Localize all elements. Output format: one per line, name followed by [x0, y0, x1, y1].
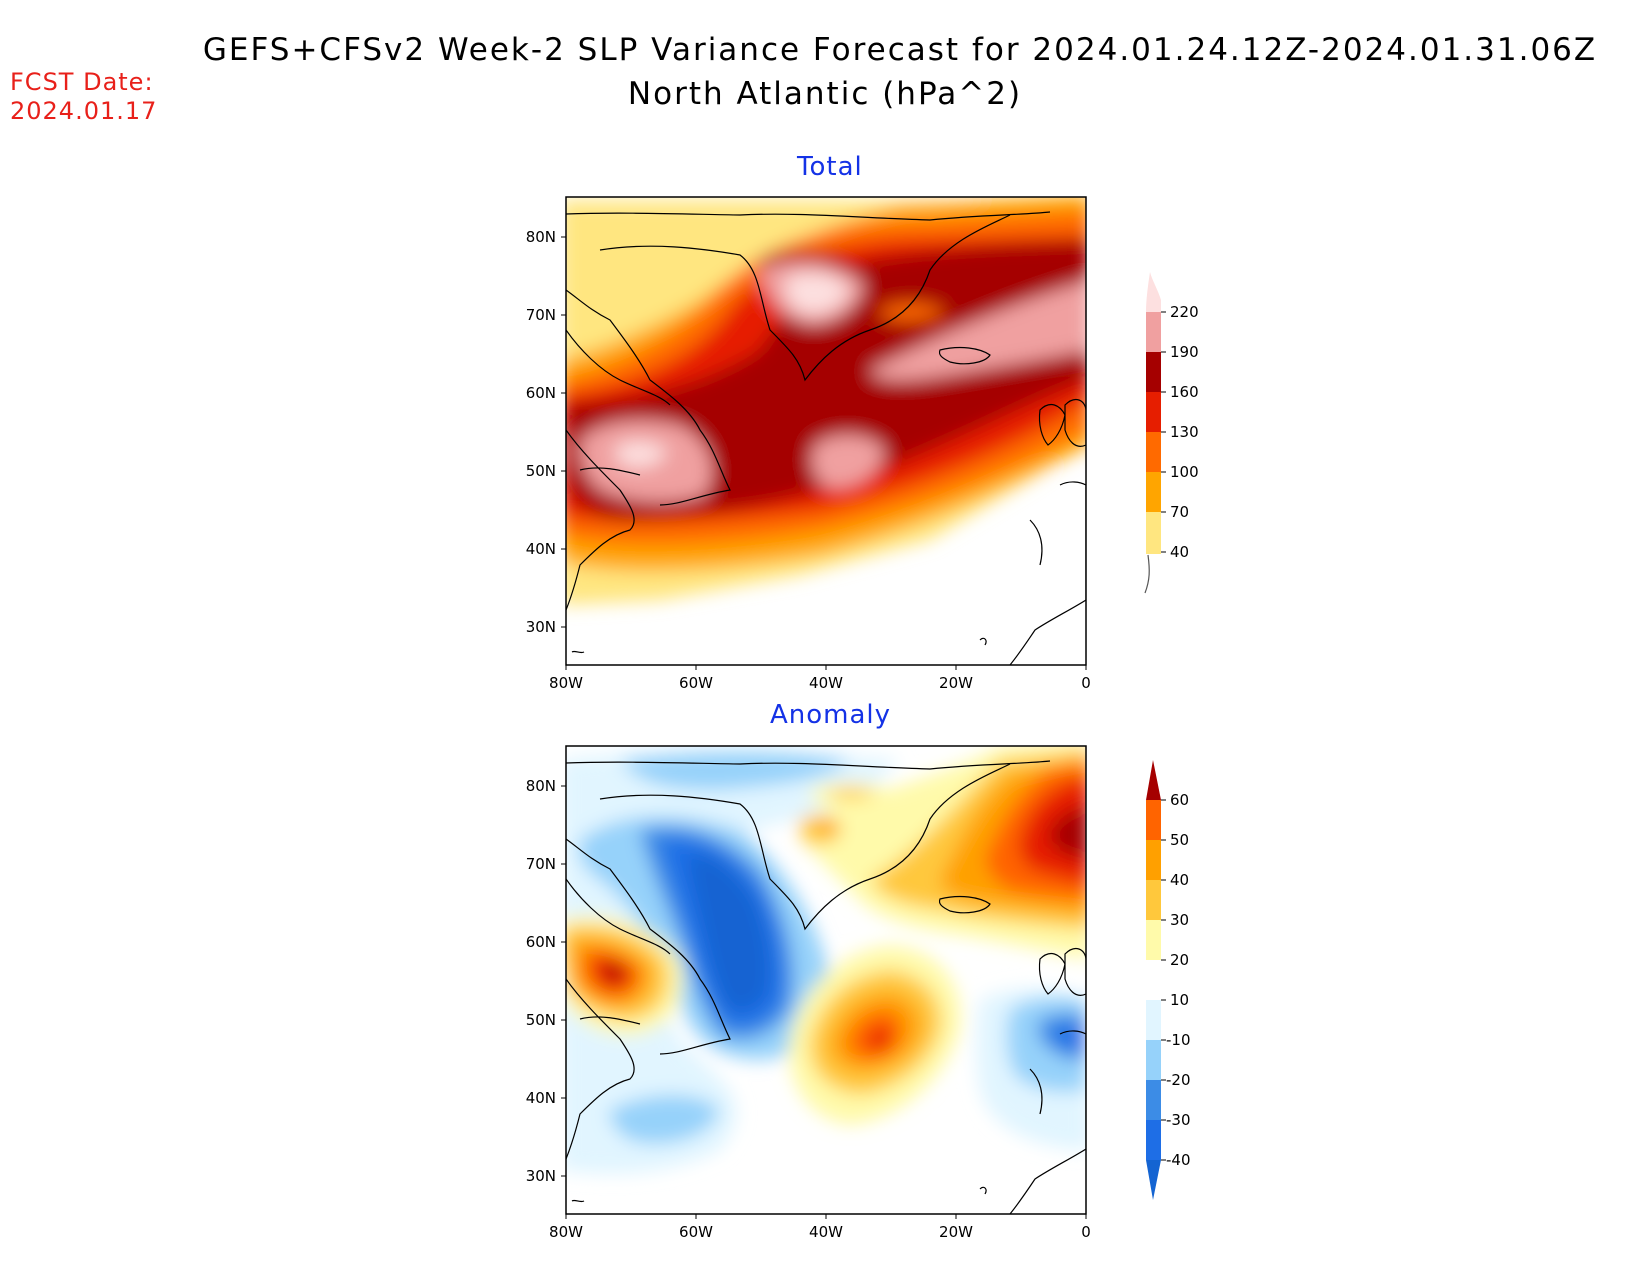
colorbar-level: 40: [1170, 871, 1189, 889]
colorbar-swatch: [1146, 272, 1161, 312]
lon-tick-label: 40W: [809, 674, 843, 692]
colorbar-swatch: [1146, 472, 1161, 512]
lon-tick-label: 20W: [939, 674, 973, 692]
coastlines-anomaly: [566, 760, 1086, 1214]
colorbar-swatch: [1146, 1040, 1161, 1080]
colorbar-level: 160: [1170, 383, 1199, 401]
colorbar-level: -40: [1166, 1151, 1191, 1169]
colorbar-level: 50: [1170, 831, 1189, 849]
lon-tick-label: 60W: [679, 674, 713, 692]
lat-tick-label: 50N: [526, 1011, 556, 1029]
colorbar-level: -30: [1166, 1111, 1191, 1129]
colorbar-level: 30: [1170, 911, 1189, 929]
lon-tick-label: 60W: [679, 1223, 713, 1241]
colorbar-swatch: [1146, 880, 1161, 920]
chart-subtitle: North Atlantic (hPa^2): [627, 76, 1023, 112]
lat-tick-label: 70N: [526, 855, 556, 873]
total-lon-labels: 80W 60W 40W 20W 0: [549, 674, 1091, 692]
lon-tick-label: 0: [1081, 674, 1091, 692]
colorbar-level: 190: [1170, 343, 1199, 361]
colorbar-swatch: [1146, 512, 1161, 554]
lat-tick-label: 30N: [526, 618, 556, 636]
anomaly-axis-ticks: [561, 785, 1087, 1219]
colorbar-swatch: [1146, 920, 1161, 960]
colorbar-swatch: [1146, 840, 1161, 880]
anomaly-variance-field: [566, 746, 1086, 1214]
colorbar-swatch: [1146, 1000, 1161, 1040]
lat-tick-label: 40N: [526, 540, 556, 558]
anomaly-lat-labels: 80N 70N 60N 50N 40N 30N: [526, 777, 556, 1185]
lon-tick-label: 80W: [549, 674, 583, 692]
chart-title: GEFS+CFSv2 Week-2 SLP Variance Forecast …: [202, 32, 1598, 68]
colorbar-swatch: [1146, 1160, 1161, 1200]
colorbar-swatch: [1146, 760, 1161, 800]
lon-tick-label: 20W: [939, 1223, 973, 1241]
lon-tick-label: 40W: [809, 1223, 843, 1241]
total-lat-labels: 80N 70N 60N 50N 40N 30N: [526, 228, 556, 636]
colorbar-swatch: [1146, 1080, 1161, 1120]
anomaly-colorbar: -40 -30 -20 -10 10 20 30 40 50 60: [1146, 760, 1191, 1200]
lat-tick-label: 60N: [526, 384, 556, 402]
colorbar-swatch: [1146, 312, 1161, 352]
colorbar-level: -20: [1166, 1071, 1191, 1089]
total-colorbar: 40 70 100 130 160 190 220: [1144, 272, 1199, 594]
forecast-date-label: FCST Date:: [10, 68, 154, 96]
colorbar-level: 60: [1170, 791, 1189, 809]
colorbar-swatch: [1146, 432, 1161, 472]
total-axis-ticks: [561, 236, 1087, 670]
anomaly-lon-labels: 80W 60W 40W 20W 0: [549, 1223, 1091, 1241]
lat-tick-label: 80N: [526, 777, 556, 795]
lon-tick-label: 0: [1081, 1223, 1091, 1241]
lat-tick-label: 30N: [526, 1167, 556, 1185]
lat-tick-label: 40N: [526, 1089, 556, 1107]
colorbar-swatch: [1146, 960, 1161, 1000]
lat-tick-label: 60N: [526, 933, 556, 951]
colorbar-level: 10: [1170, 991, 1189, 1009]
colorbar-level: -10: [1166, 1031, 1191, 1049]
colorbar-swatch: [1146, 1120, 1161, 1160]
coastlines-total: [566, 211, 1086, 665]
colorbar-level: 20: [1170, 951, 1189, 969]
total-variance-field: [566, 197, 1086, 665]
anomaly-panel-title: Anomaly: [770, 700, 892, 730]
lat-tick-label: 70N: [526, 306, 556, 324]
colorbar-level: 40: [1170, 543, 1189, 561]
total-panel-title: Total: [797, 152, 863, 182]
colorbar-level: 100: [1170, 463, 1199, 481]
lon-tick-label: 80W: [549, 1223, 583, 1241]
forecast-date-value: 2024.01.17: [10, 97, 158, 125]
lat-tick-label: 50N: [526, 462, 556, 480]
colorbar-level: 70: [1170, 503, 1189, 521]
colorbar-level: 220: [1170, 303, 1199, 321]
lat-tick-label: 80N: [526, 228, 556, 246]
colorbar-swatch: [1146, 800, 1161, 840]
colorbar-swatch: [1146, 352, 1161, 392]
colorbar-level: 130: [1170, 423, 1199, 441]
colorbar-swatch: [1146, 392, 1161, 432]
